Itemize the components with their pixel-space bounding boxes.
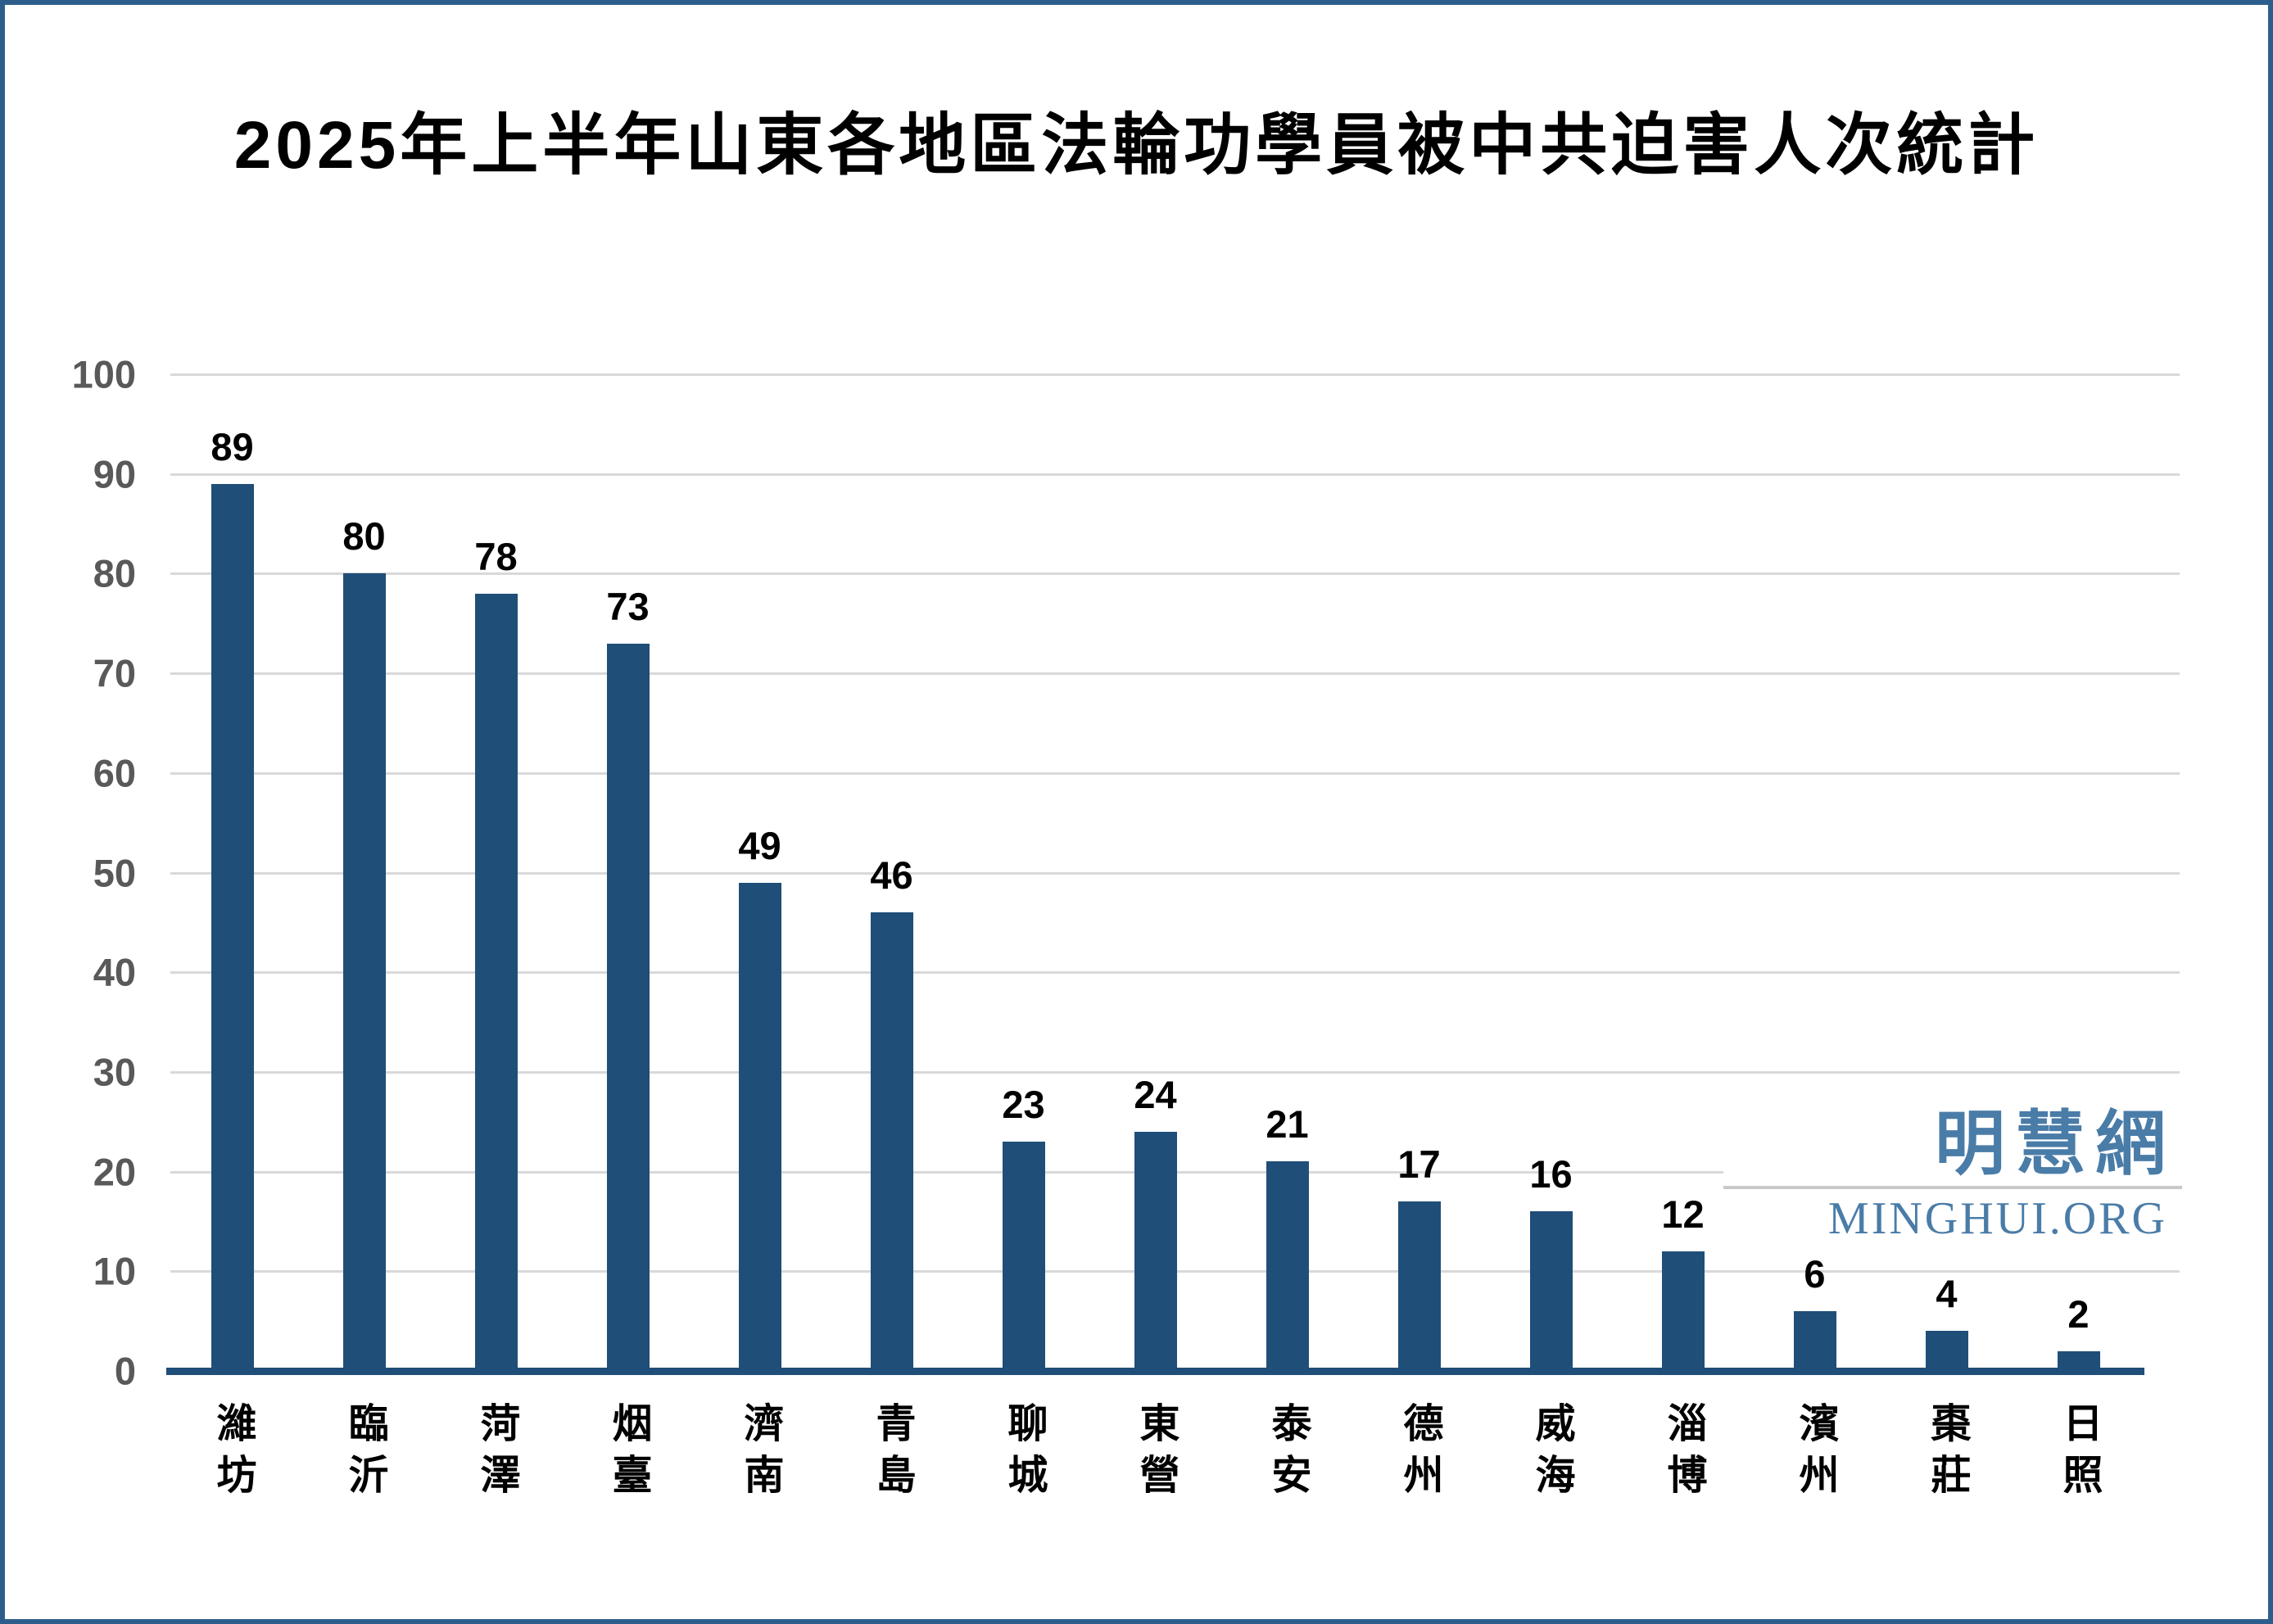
chart-title: 2025年上半年山東各地區法輪功學員被中共迫害人次統計 [233, 108, 2040, 183]
y-tick-label: 0 [114, 1349, 136, 1393]
x-tick-label-泰安: 泰安 [1266, 1402, 1311, 1505]
bar-棗莊 [1925, 1331, 1968, 1371]
x-tick-label-菏澤: 菏澤 [474, 1402, 519, 1505]
bar-value-label: 78 [474, 534, 518, 578]
bar-淄博 [1661, 1251, 1705, 1371]
bar-value-label: 16 [1529, 1152, 1573, 1197]
bar-德州 [1397, 1201, 1441, 1371]
bar-濰坊 [211, 483, 254, 1371]
bar-日照 [2057, 1350, 2100, 1371]
bar-青島 [870, 912, 913, 1371]
x-tick-label-烟臺: 烟臺 [606, 1402, 651, 1505]
gridline-y50 [170, 871, 2180, 875]
bar-聊城 [1002, 1142, 1045, 1371]
x-tick-label-濰坊: 濰坊 [211, 1402, 256, 1505]
y-tick-label: 40 [93, 950, 136, 994]
x-tick-label-聊城: 聊城 [1002, 1402, 1047, 1505]
bar-value-label: 80 [342, 514, 386, 559]
bar-濱州 [1793, 1310, 1836, 1371]
y-tick-label: 20 [93, 1150, 136, 1194]
bar-臨沂 [342, 573, 386, 1371]
plot-area: 0 10 20 30 40 50 60 70 80 90 100 89 濰坊 80 臨沂 78 菏澤 73 烟臺 49… [72, 355, 2180, 1505]
y-tick-label: 70 [93, 651, 136, 695]
y-tick-label: 50 [93, 851, 136, 894]
bar-濟南 [738, 882, 781, 1371]
minghui-watermark-url: MINGHUI.ORG [1827, 1193, 2167, 1245]
bar-value-label: 24 [1134, 1072, 1177, 1116]
x-tick-label-青島: 青島 [870, 1402, 915, 1505]
x-tick-label-淄博: 淄博 [1661, 1402, 1706, 1505]
bar-烟臺 [606, 643, 650, 1371]
gridline-y70 [170, 672, 2180, 676]
x-tick-label-東營: 東營 [1134, 1402, 1179, 1505]
bar-value-label: 23 [1002, 1083, 1045, 1127]
y-tick-label: 80 [93, 551, 136, 595]
bar-value-label: 46 [870, 853, 913, 898]
gridline-y40 [170, 971, 2180, 975]
gridline-y30 [170, 1070, 2180, 1074]
bar-泰安 [1266, 1161, 1309, 1371]
x-tick-label-德州: 德州 [1397, 1402, 1442, 1505]
bar-value-label: 49 [738, 823, 781, 867]
gridline-y90 [170, 473, 2180, 476]
x-tick-label-威海: 威海 [1529, 1402, 1574, 1505]
gridline-y100 [170, 373, 2180, 376]
bar-威海 [1529, 1211, 1573, 1371]
watermark-divider [1723, 1186, 2182, 1190]
y-tick-label: 100 [71, 352, 136, 396]
x-tick-label-濟南: 濟南 [738, 1402, 783, 1505]
bar-value-label: 17 [1397, 1142, 1441, 1187]
gridline-y80 [170, 572, 2180, 576]
bar-value-label: 4 [1936, 1272, 1958, 1316]
minghui-watermark-cjk: 明慧網 [1935, 1105, 2176, 1183]
bar-value-label: 21 [1266, 1102, 1309, 1147]
bar-菏澤 [474, 593, 518, 1371]
x-tick-label-日照: 日照 [2057, 1402, 2102, 1505]
x-tick-label-濱州: 濱州 [1793, 1402, 1838, 1505]
minghui-watermark: 明慧網 MINGHUI.ORG [1723, 1107, 2182, 1242]
gridline-y60 [170, 771, 2180, 775]
bar-value-label: 12 [1661, 1192, 1705, 1236]
x-tick-label-臨沂: 臨沂 [342, 1402, 387, 1505]
y-tick-label: 90 [93, 452, 136, 496]
x-axis-line [166, 1368, 2144, 1375]
bar-value-label: 2 [2067, 1292, 2090, 1336]
bar-東營 [1134, 1131, 1177, 1371]
bar-value-label: 73 [606, 584, 650, 628]
bar-value-label: 89 [211, 424, 254, 468]
y-tick-label: 30 [93, 1050, 136, 1094]
bar-value-label: 6 [1804, 1251, 1826, 1296]
y-tick-label: 60 [93, 751, 136, 795]
y-tick-label: 10 [93, 1249, 136, 1293]
x-tick-label-棗莊: 棗莊 [1925, 1402, 1970, 1505]
